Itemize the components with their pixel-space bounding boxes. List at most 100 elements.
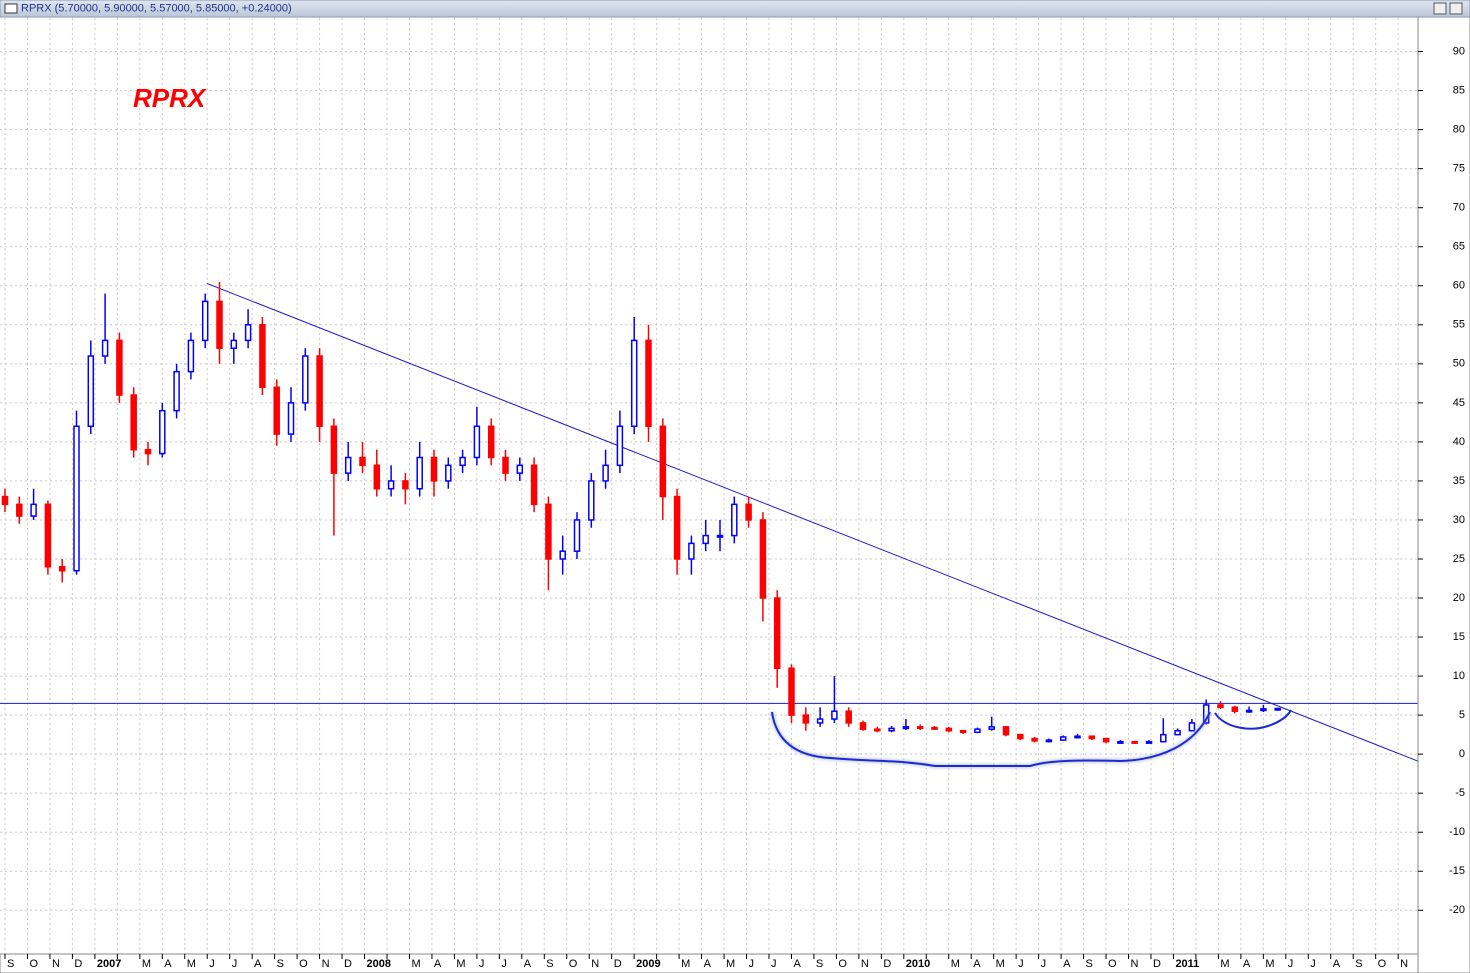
candle-body xyxy=(716,534,724,538)
header-bar xyxy=(0,0,1470,18)
x-tick-label: O xyxy=(29,958,38,970)
trendline xyxy=(206,282,1419,762)
candle-body xyxy=(416,456,423,490)
x-tick-label: J xyxy=(771,958,777,970)
candle-body xyxy=(359,456,366,467)
x-tick-label: N xyxy=(1131,958,1139,970)
x-tick-label: M xyxy=(1220,958,1229,970)
x-tick-label: A xyxy=(254,958,262,970)
y-tick-label: 85 xyxy=(1453,85,1465,97)
candle-body xyxy=(244,324,252,342)
x-tick-label: D xyxy=(883,958,891,970)
x-tick-label: M xyxy=(726,958,735,970)
candle-body xyxy=(845,710,852,724)
x-tick-label: M xyxy=(996,958,1005,970)
candle-body xyxy=(702,534,709,545)
candle-body xyxy=(831,710,838,720)
x-tick-label: N xyxy=(591,958,599,970)
x-tick-label: O xyxy=(299,958,308,970)
x-tick-label: S xyxy=(1086,958,1093,970)
candle-body xyxy=(545,503,552,560)
grid xyxy=(0,18,1418,954)
axes: -20 -15 -10 -5 0 5 10 15 20 25 30 35 40 45 50 55 60 65 70 7… xyxy=(4,45,1465,970)
candle-body xyxy=(588,480,595,521)
y-tick-label: 55 xyxy=(1453,319,1465,331)
close-button[interactable] xyxy=(1449,2,1463,15)
x-axis-panel xyxy=(0,953,1419,973)
candle-body xyxy=(630,339,638,428)
candle-body xyxy=(931,726,938,730)
candle-body xyxy=(1102,737,1110,743)
x-tick-label: 2008 xyxy=(367,958,391,970)
candle-body xyxy=(1160,733,1167,743)
candle-body xyxy=(1059,736,1067,741)
x-tick-label: A xyxy=(1063,958,1071,970)
candle-body xyxy=(159,409,166,455)
x-tick-label: D xyxy=(74,958,82,970)
candle-body xyxy=(330,425,338,474)
candle-body xyxy=(445,464,452,482)
candle-body xyxy=(73,425,80,572)
candle-body xyxy=(173,370,180,412)
x-tick-label: N xyxy=(861,958,869,970)
candle-body xyxy=(673,495,681,560)
candle-body xyxy=(945,727,953,732)
y-axis-panel xyxy=(1417,16,1470,973)
x-tick-label: J xyxy=(501,958,507,970)
x-tick-label: S xyxy=(546,958,553,970)
y-tick-label: 10 xyxy=(1453,670,1465,682)
candle-body xyxy=(859,722,867,730)
candle-body xyxy=(387,480,395,490)
y-tick-label: 5 xyxy=(1459,709,1465,721)
candle-body xyxy=(745,503,752,521)
restore-button[interactable] xyxy=(1433,2,1447,15)
candle-body xyxy=(1174,729,1181,736)
y-tick-label: 90 xyxy=(1453,45,1465,57)
x-tick-label: M xyxy=(187,958,196,970)
x-tick-label: A xyxy=(973,958,981,970)
candle-body xyxy=(58,566,66,572)
x-tick-label: J xyxy=(209,958,215,970)
candle-body xyxy=(1217,704,1224,709)
candle-body xyxy=(44,503,52,568)
window-icon xyxy=(4,3,18,14)
candle-body xyxy=(773,597,781,670)
candle-body xyxy=(516,464,524,474)
candle-body xyxy=(888,727,895,732)
candle-body xyxy=(30,503,37,517)
candle-body xyxy=(1245,709,1253,713)
x-tick-label: 2009 xyxy=(636,958,660,970)
candle-body xyxy=(1017,733,1024,740)
x-tick-label: 2010 xyxy=(906,958,930,970)
candle-body xyxy=(187,339,195,373)
x-tick-label: A xyxy=(1333,958,1341,970)
candle-body xyxy=(573,519,581,552)
handle-outline xyxy=(1214,709,1292,730)
candle-body xyxy=(816,718,824,724)
candle-body xyxy=(1088,735,1096,740)
candle-body xyxy=(344,456,352,474)
candle-body xyxy=(1,495,9,506)
candle-body xyxy=(302,355,309,404)
candle-body xyxy=(101,339,109,357)
candle-body xyxy=(87,355,95,428)
x-tick-label: A xyxy=(704,958,712,970)
x-tick-label: A xyxy=(524,958,532,970)
candle-body xyxy=(688,542,695,560)
x-tick-label: A xyxy=(164,958,172,970)
candle-body xyxy=(316,355,323,428)
x-tick-label: D xyxy=(614,958,622,970)
candle-body xyxy=(487,425,495,459)
candle-body xyxy=(988,726,995,730)
y-tick-label: 65 xyxy=(1453,241,1465,253)
x-tick-label: M xyxy=(142,958,151,970)
candle-body xyxy=(1117,740,1124,744)
candle-body xyxy=(559,550,566,560)
candle-body xyxy=(916,726,924,730)
y-tick-label: 70 xyxy=(1453,202,1465,214)
y-tick-label: 25 xyxy=(1453,553,1465,565)
candle-body xyxy=(273,386,280,435)
